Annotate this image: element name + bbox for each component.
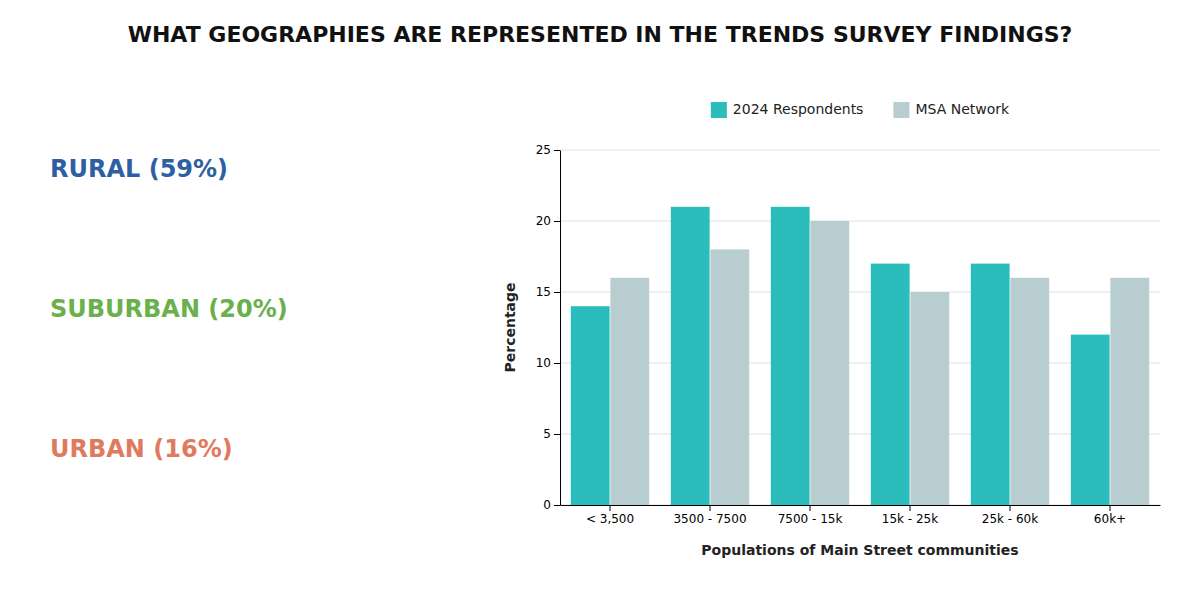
y-tick: 15 (536, 285, 560, 299)
bar (871, 264, 910, 505)
y-tick: 0 (543, 498, 560, 512)
x-tick-mark (1110, 505, 1111, 511)
x-tick-label: 25k - 60k (982, 512, 1038, 526)
x-axis: < 3,500 3500 - 7500 7500 - 15k 15k - 25k 25k… (561, 505, 1161, 526)
bars (571, 207, 1149, 505)
bar (771, 207, 810, 505)
x-tick-mark (610, 505, 611, 511)
x-tick-label: 15k - 25k (882, 512, 938, 526)
y-tick: 10 (536, 356, 560, 370)
annotation: SUBURBAN (20%) (50, 295, 288, 323)
y-tick-mark (554, 363, 560, 364)
x-axis-line (561, 505, 1161, 506)
bar (810, 221, 849, 505)
y-tick-mark (554, 434, 560, 435)
grid-line (560, 434, 1160, 435)
y-tick-mark (554, 292, 560, 293)
y-tick-label: 0 (543, 498, 551, 512)
bar (1071, 335, 1110, 505)
legend-swatch (893, 102, 909, 118)
y-tick-mark (554, 221, 560, 222)
x-tick-label: 7500 - 15k (778, 512, 843, 526)
legend-item: MSA Network (893, 101, 1010, 118)
y-tick-label: 20 (536, 214, 551, 228)
bar (1110, 278, 1149, 505)
legend-label: MSA Network (915, 101, 1010, 117)
x-tick: 60k+ (1094, 505, 1126, 526)
y-tick-label: 10 (536, 356, 551, 370)
y-tick-mark (554, 505, 560, 506)
x-tick-mark (910, 505, 911, 511)
legend-label: 2024 Respondents (733, 101, 864, 117)
title: WHAT GEOGRAPHIES ARE REPRESENTED IN THE … (128, 22, 1073, 47)
x-tick-label: 3500 - 7500 (673, 512, 746, 526)
chart: WHAT GEOGRAPHIES ARE REPRESENTED IN THE … (0, 0, 1200, 600)
y-tick: 25 (536, 143, 560, 157)
bar (971, 264, 1010, 505)
bar (610, 278, 649, 505)
annotation: URBAN (16%) (50, 435, 233, 463)
grid-line (560, 363, 1160, 364)
x-tick: 7500 - 15k (778, 505, 843, 526)
bar (910, 292, 949, 505)
x-tick-label: 60k+ (1094, 512, 1126, 526)
y-tick-label: 5 (543, 427, 551, 441)
legend-item: 2024 Respondents (711, 101, 864, 118)
grid-line (560, 150, 1160, 151)
grid (560, 150, 1160, 505)
y-tick-label: 15 (536, 285, 551, 299)
grid-line (560, 221, 1160, 222)
x-tick: 3500 - 7500 (673, 505, 746, 526)
legend: 2024 Respondents MSA Network (711, 101, 1010, 118)
x-tick-mark (810, 505, 811, 511)
grid-line (560, 292, 1160, 293)
x-axis-title: Populations of Main Street communities (701, 542, 1018, 558)
x-tick: 15k - 25k (882, 505, 938, 526)
y-axis: 0 5 10 15 20 25 (536, 143, 561, 512)
annotation: RURAL (59%) (50, 155, 228, 183)
x-tick-label: < 3,500 (586, 512, 634, 526)
x-tick: 25k - 60k (982, 505, 1038, 526)
bar (1010, 278, 1049, 505)
x-tick-mark (1010, 505, 1011, 511)
y-tick-mark (554, 150, 560, 151)
grid-line (560, 505, 1160, 506)
x-tick: < 3,500 (586, 505, 634, 526)
y-axis-line (560, 151, 561, 506)
y-tick: 20 (536, 214, 560, 228)
legend-swatch (711, 102, 727, 118)
y-tick: 5 (543, 427, 560, 441)
bar (671, 207, 710, 505)
plot: 0 5 10 15 20 25 < 3,500 3500 - 7500 7500 - 15k 15… (536, 143, 1161, 525)
bar (571, 306, 610, 505)
y-tick-label: 25 (536, 143, 551, 157)
x-tick-mark (710, 505, 711, 511)
y-axis-title: Percentage (502, 282, 518, 372)
bar (710, 249, 749, 505)
